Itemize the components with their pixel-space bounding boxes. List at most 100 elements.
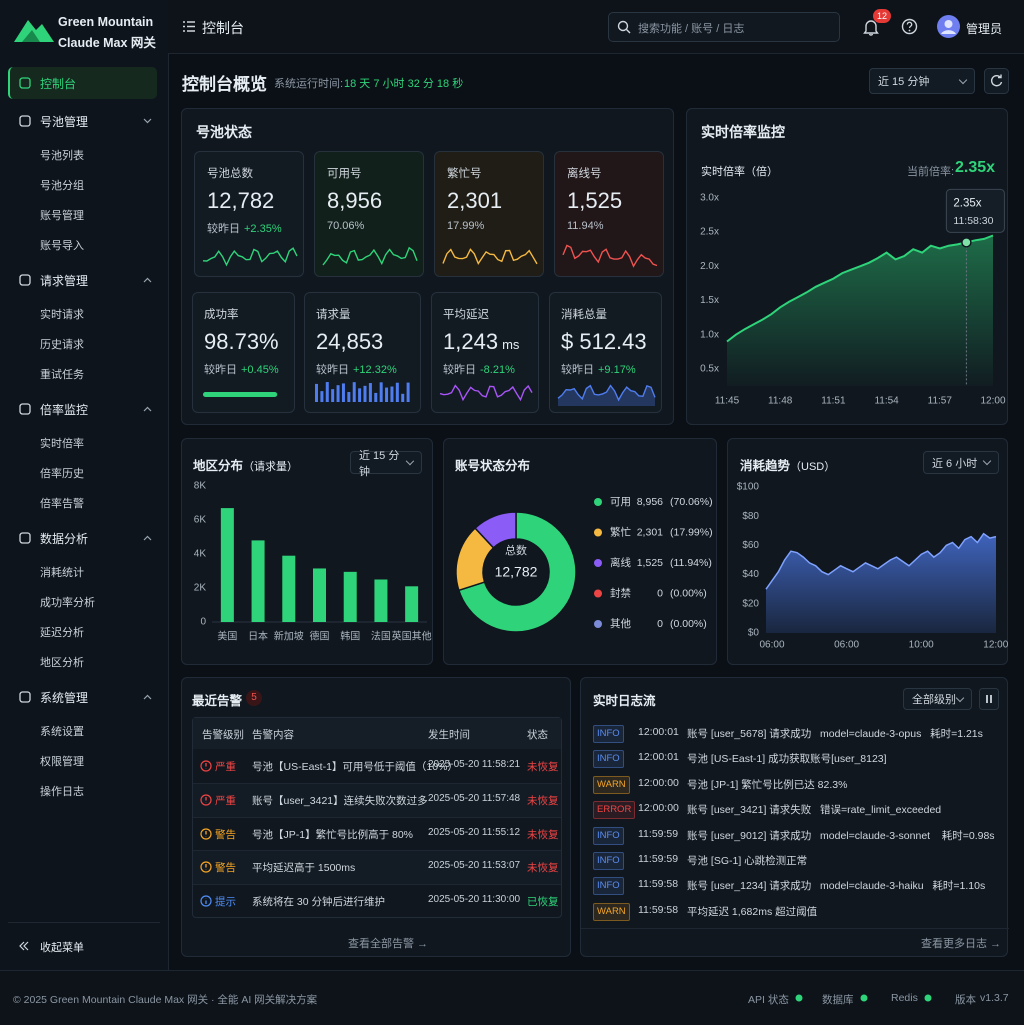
- alert-status: 已恢复: [527, 896, 559, 909]
- chevron: [143, 406, 152, 412]
- area-fill: [727, 235, 993, 386]
- more-link[interactable]: 查看全部告警 →: [348, 938, 429, 950]
- change-value: -8.21%: [480, 364, 515, 376]
- logs-panel: 实时日志流 全部级别 查看更多日志 → INFO 12:00:01 账号 [user_…: [580, 677, 1009, 957]
- tick-label: 德国: [310, 630, 330, 643]
- log-message: 账号 [user_1234] 请求成功 model=claude-3-haiku…: [687, 880, 986, 893]
- menu-item[interactable]: 重试任务: [40, 369, 84, 381]
- search-icon: [617, 20, 631, 34]
- spark-line: [439, 384, 533, 402]
- log-level: INFO: [593, 750, 624, 769]
- log-time: 11:59:59: [638, 853, 679, 865]
- legend-dot: [594, 528, 602, 537]
- level-select[interactable]: 全部级别: [903, 688, 972, 710]
- bell-icon[interactable]: [863, 18, 879, 36]
- tick-label: 10:00: [909, 640, 934, 651]
- avatar[interactable]: [937, 15, 960, 38]
- menu-group[interactable]: 系统管理: [40, 691, 89, 705]
- table-header-bg: [193, 718, 561, 749]
- tick-label: 日本: [248, 630, 268, 643]
- tick-label: 12:00: [983, 640, 1008, 651]
- value-text: 98.73%: [204, 329, 279, 354]
- chevron-shape: [143, 406, 152, 412]
- bar: [374, 579, 388, 622]
- menu-item[interactable]: 实时请求: [40, 309, 84, 321]
- more-link[interactable]: 查看更多日志 →: [921, 938, 1002, 950]
- collapse-menu[interactable]: 收起菜单: [40, 942, 84, 954]
- subtitle: （USD）: [790, 461, 836, 473]
- status-dot: [924, 994, 932, 1002]
- bar: [220, 508, 234, 622]
- stat-label: 号池总数: [207, 168, 253, 180]
- menu-item[interactable]: 操作日志: [40, 786, 84, 798]
- tick-label: 4K: [194, 549, 207, 560]
- menu-item[interactable]: 延迟分析: [40, 627, 84, 639]
- chevron: [143, 277, 152, 283]
- column-header: 告警内容: [252, 729, 294, 741]
- alert-content: 号池【JP-1】繁忙号比例高于 80%: [252, 828, 414, 841]
- menu-icon[interactable]: [183, 21, 195, 32]
- current-value: 2.35x: [955, 159, 996, 176]
- spark-bar: [374, 392, 378, 402]
- menu-group[interactable]: 请求管理: [40, 274, 89, 288]
- stat-value: 1,243 ms: [443, 329, 519, 355]
- menu-group[interactable]: 号池管理: [40, 115, 89, 129]
- menu-group[interactable]: 数据分析: [40, 532, 89, 546]
- icon-shape: [19, 941, 29, 951]
- menu-item[interactable]: 号池列表: [40, 150, 84, 162]
- pause-button[interactable]: [979, 688, 999, 710]
- legend-value: 0: [657, 618, 663, 630]
- refresh-button[interactable]: [984, 68, 1009, 94]
- alert-level: 严重: [215, 761, 236, 773]
- menu-item[interactable]: 账号导入: [40, 240, 84, 252]
- tick-label: 11:57: [928, 396, 953, 407]
- dot: [795, 994, 803, 1002]
- menu-item[interactable]: 系统设置: [40, 726, 84, 738]
- log-time: 11:59:58: [638, 903, 679, 916]
- help-icon[interactable]: [901, 18, 918, 35]
- level-icon: [200, 895, 212, 907]
- change-value: +2.35%: [244, 223, 282, 235]
- version: v1.3.7: [980, 992, 1009, 1004]
- brand-line: Green Mountain: [58, 15, 154, 29]
- icon-ring: [200, 794, 212, 806]
- menu-item[interactable]: 地区分析: [40, 657, 84, 669]
- alert-level: 严重: [215, 794, 236, 807]
- menu-item[interactable]: 实时倍率: [40, 438, 84, 450]
- tick-label: $80: [742, 511, 759, 522]
- menu-group[interactable]: 控制台: [40, 77, 77, 91]
- service-status: API 状态: [748, 994, 789, 1006]
- menu-item[interactable]: 倍率历史: [40, 468, 84, 480]
- log-time: 11:59:58: [638, 878, 679, 891]
- log-level: WARN: [593, 902, 630, 921]
- tick-label: 1.5x: [700, 295, 719, 306]
- legend-label: 可用: [610, 496, 631, 508]
- value-text: $ 512.43: [561, 329, 647, 354]
- spark-bar: [341, 383, 345, 402]
- menu-item[interactable]: 成功率分析: [40, 597, 95, 609]
- menu-item[interactable]: 账号管理: [40, 210, 84, 222]
- menu-item[interactable]: 历史请求: [40, 339, 84, 351]
- range-select[interactable]: 近 15 分钟: [869, 68, 975, 94]
- legend-dot: [594, 620, 602, 628]
- panel-title: 地区分布（请求量）: [193, 455, 298, 474]
- menu-item[interactable]: 倍率告警: [40, 498, 84, 510]
- spark-bar: [395, 382, 399, 402]
- menu-icon: [19, 532, 31, 544]
- menu-item[interactable]: 权限管理: [40, 756, 84, 768]
- search-box[interactable]: [608, 12, 840, 42]
- range-select[interactable]: 近 6 小时: [923, 451, 999, 474]
- spark-bar: [325, 382, 329, 402]
- menu-group[interactable]: 倍率监控: [40, 403, 89, 417]
- version-label: 版本: [955, 994, 976, 1006]
- spark-bar: [347, 392, 351, 402]
- spark-bar: [315, 383, 318, 402]
- range-select[interactable]: 近 15 分钟: [350, 450, 422, 478]
- spark-bar: [336, 385, 340, 402]
- menu-item[interactable]: 号池分组: [40, 180, 84, 192]
- level-icon: [200, 760, 212, 772]
- menu-item[interactable]: 消耗统计: [40, 567, 84, 579]
- stat-label: 离线号: [567, 168, 602, 180]
- panel-title: 实时日志流: [593, 694, 656, 708]
- icon-ring: [200, 760, 212, 772]
